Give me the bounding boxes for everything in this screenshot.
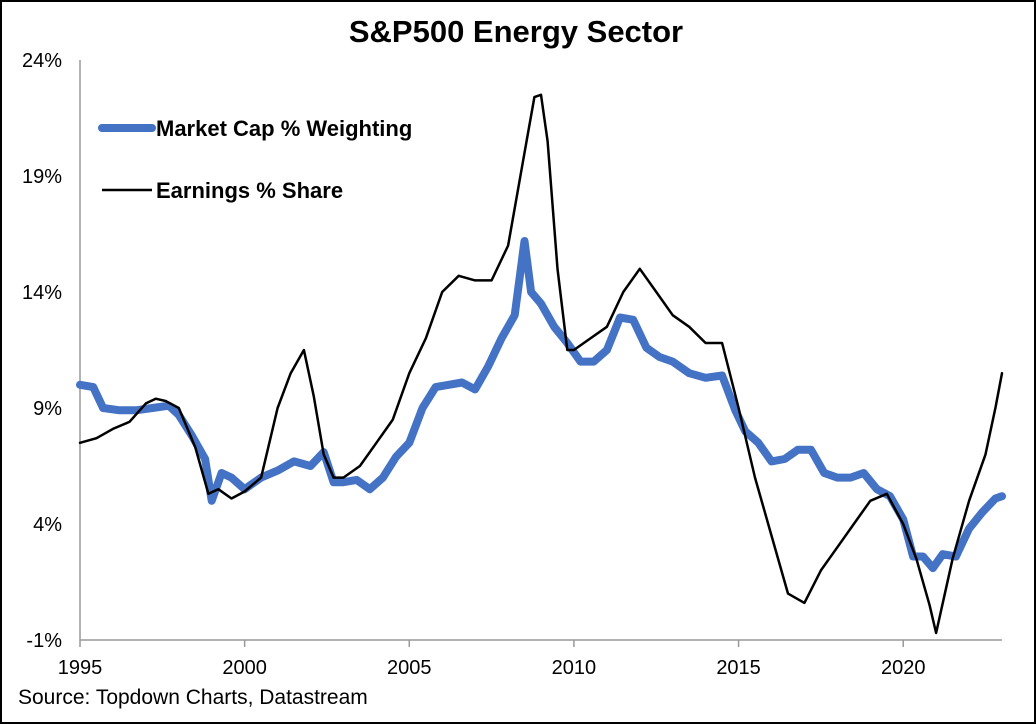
y-tick-label: 14% — [22, 282, 62, 304]
x-tick-label: 1995 — [58, 657, 103, 679]
y-tick-label: 9% — [33, 398, 62, 420]
chart-source: Source: Topdown Charts, Datastream — [18, 686, 368, 709]
x-tick-label: 2015 — [716, 657, 761, 679]
x-tick-label: 2010 — [552, 657, 597, 679]
x-tick-label: 2020 — [881, 657, 926, 679]
chart-lines — [76, 93, 1006, 635]
chart-legend: Market Cap % Weighting Earnings % Share — [98, 116, 412, 203]
series-line-market-cap — [76, 237, 1006, 573]
series-line-earnings — [78, 93, 1004, 635]
y-tick-label: 4% — [33, 514, 62, 536]
chart-title: S&P500 Energy Sector — [348, 14, 684, 49]
y-tick-label: 24% — [22, 50, 62, 72]
chart-ticks: -1% 4% 9% 14% 19% 24% 1995 2000 2005 2010 2015 2020 — [22, 50, 925, 679]
chart-axes — [79, 60, 1002, 647]
x-tick-label: 2005 — [387, 657, 432, 679]
legend-label: Market Cap % Weighting — [156, 116, 412, 141]
y-tick-label: 19% — [22, 166, 62, 188]
x-tick-label: 2000 — [222, 657, 267, 679]
y-tick-label: -1% — [26, 630, 62, 652]
legend-label: Earnings % Share — [156, 178, 343, 203]
